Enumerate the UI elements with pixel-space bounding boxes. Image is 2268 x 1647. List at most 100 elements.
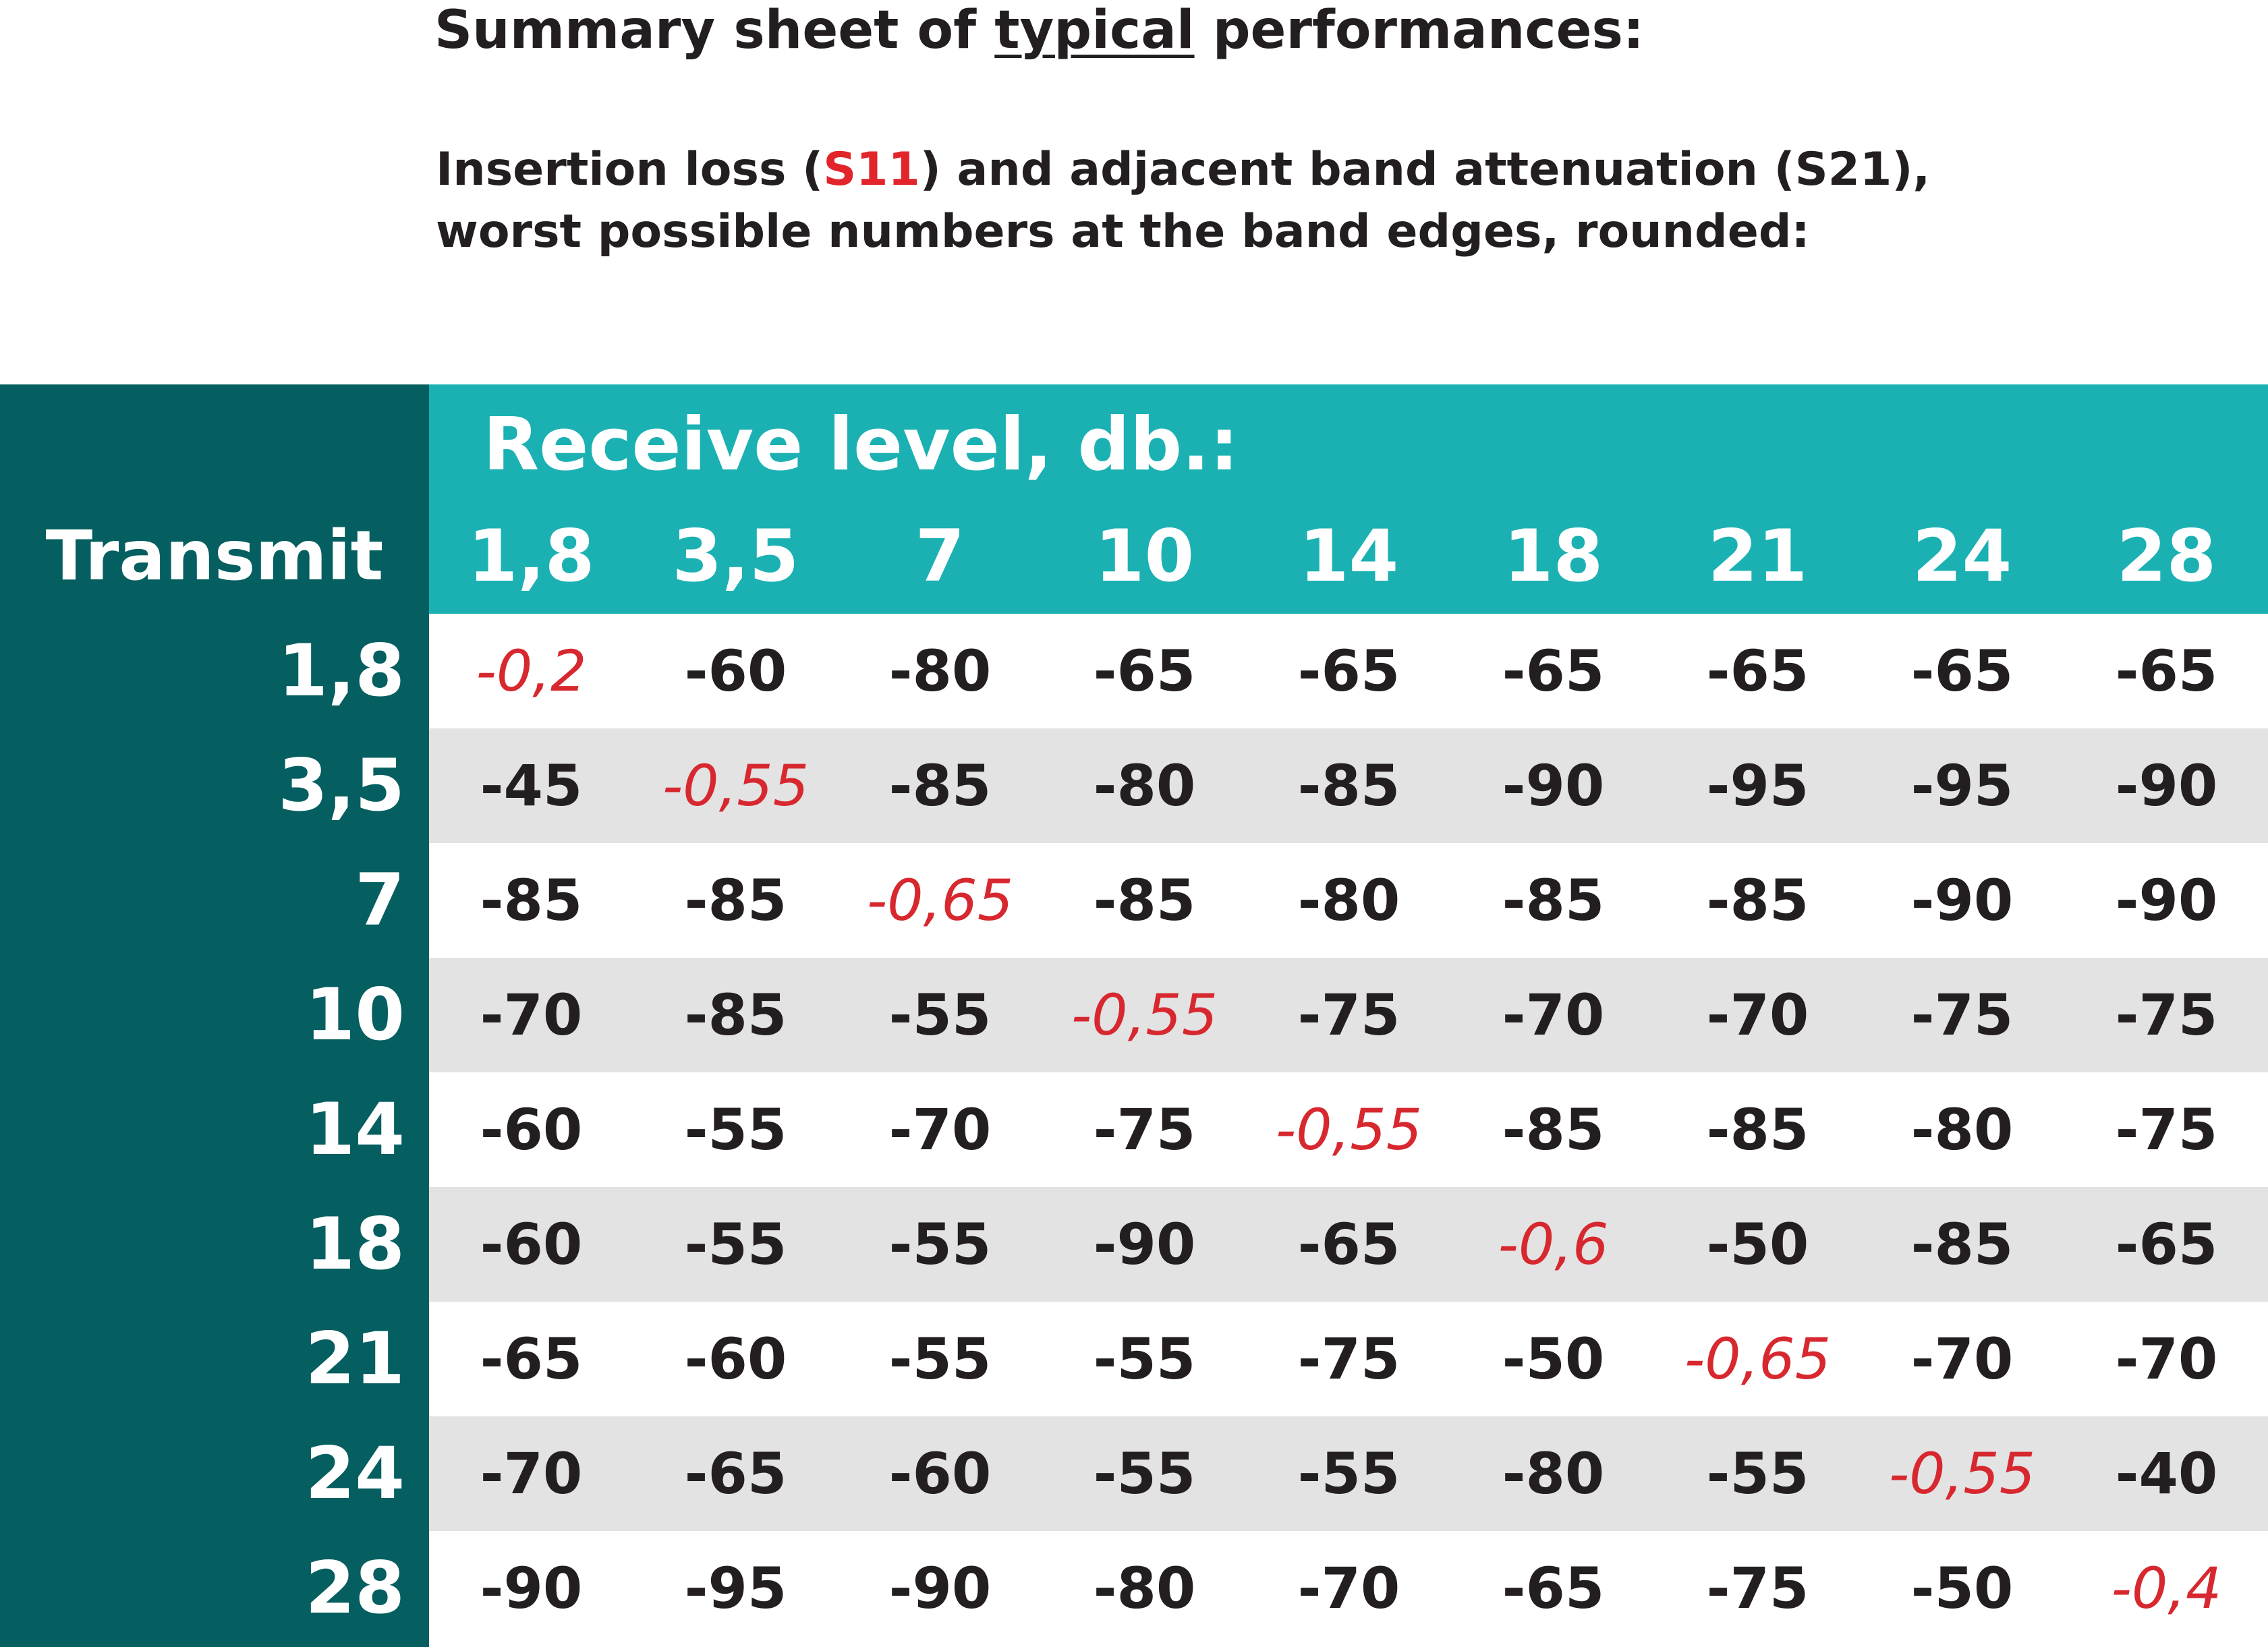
attenuation-cell: -60: [480, 1097, 583, 1163]
attenuation-cell: -80: [1297, 867, 1400, 933]
attenuation-cell: -65: [1502, 638, 1605, 704]
attenuation-cell: -85: [1910, 1211, 2014, 1277]
attenuation-cell: -55: [888, 1211, 992, 1277]
column-header: 28: [2116, 515, 2217, 598]
attenuation-cell: -50: [1502, 1326, 1605, 1392]
attenuation-cell: -60: [480, 1211, 583, 1277]
attenuation-cell: -45: [480, 753, 583, 819]
subtitle-line-2: worst possible numbers at the band edges…: [436, 205, 1810, 258]
attenuation-cell: -90: [888, 1555, 992, 1621]
attenuation-cell: -65: [1297, 1211, 1400, 1277]
attenuation-cell: -65: [1910, 638, 2014, 704]
attenuation-cell: -90: [480, 1555, 583, 1621]
table-row: [429, 1416, 2268, 1531]
attenuation-cell: -55: [1093, 1441, 1196, 1507]
insertion-loss-cell: -0,6: [1498, 1211, 1609, 1277]
attenuation-cell: -55: [1297, 1441, 1400, 1507]
table-row: [429, 728, 2268, 843]
attenuation-cell: -90: [1093, 1211, 1196, 1277]
insertion-loss-cell: -0,65: [866, 867, 1014, 933]
attenuation-cell: -75: [1297, 1326, 1400, 1392]
title-after: performances:: [1194, 0, 1645, 61]
transmit-column-background: [0, 384, 429, 1647]
attenuation-cell: -65: [1706, 638, 1809, 704]
attenuation-cell: -65: [684, 1441, 787, 1507]
attenuation-cell: -55: [684, 1211, 787, 1277]
page-subtitle: Insertion loss (S11) and adjacent band a…: [436, 139, 1930, 263]
row-header: 21: [305, 1317, 405, 1400]
table-row: [429, 1187, 2268, 1302]
attenuation-cell: -60: [684, 1326, 787, 1392]
title-before: Summary sheet of: [434, 0, 995, 61]
subtitle-line1-after: ) and adjacent band attenuation (S21),: [919, 143, 1931, 196]
attenuation-cell: -75: [1093, 1097, 1196, 1163]
attenuation-cell: -60: [888, 1441, 992, 1507]
attenuation-cell: -95: [1910, 753, 2014, 819]
attenuation-cell: -55: [888, 982, 992, 1048]
attenuation-cell: -80: [888, 638, 992, 704]
attenuation-cell: -75: [2115, 982, 2218, 1048]
insertion-loss-cell: -0,2: [476, 638, 587, 704]
attenuation-cell: -55: [1706, 1441, 1809, 1507]
attenuation-cell: -95: [1706, 753, 1809, 819]
row-header: 1,8: [278, 629, 405, 712]
attenuation-cell: -75: [2115, 1097, 2218, 1163]
column-header: 10: [1094, 515, 1195, 598]
attenuation-cell: -55: [1093, 1326, 1196, 1392]
attenuation-cell: -70: [2115, 1326, 2218, 1392]
attenuation-cell: -70: [1910, 1326, 2014, 1392]
row-header: 3,5: [278, 744, 405, 827]
attenuation-cell: -75: [1297, 982, 1400, 1048]
attenuation-cell: -90: [2115, 753, 2218, 819]
attenuation-cell: -65: [1297, 638, 1400, 704]
transmit-label: Transmit: [45, 516, 384, 596]
row-header: 24: [305, 1432, 405, 1515]
attenuation-cell: -70: [480, 1441, 583, 1507]
attenuation-cell: -85: [1502, 867, 1605, 933]
attenuation-cell: -75: [1706, 1555, 1809, 1621]
page-title: Summary sheet of typical performances:: [434, 0, 1644, 61]
row-header: 7: [355, 859, 405, 942]
performance-table: Receive level, db.: Transmit 1,8 3,5 7 10 14…: [0, 384, 2268, 1647]
insertion-loss-cell: -0,55: [1275, 1097, 1423, 1163]
column-header: 1,8: [467, 515, 595, 598]
attenuation-cell: -75: [1910, 982, 2014, 1048]
receive-header-band: [429, 384, 2268, 614]
attenuation-cell: -85: [1706, 867, 1809, 933]
subtitle-line-1: Insertion loss (S11) and adjacent band a…: [436, 139, 1930, 201]
attenuation-cell: -80: [1093, 753, 1196, 819]
attenuation-cell: -65: [2115, 638, 2218, 704]
attenuation-cell: -90: [2115, 867, 2218, 933]
row-header: 28: [305, 1547, 405, 1629]
attenuation-cell: -60: [684, 638, 787, 704]
attenuation-cell: -85: [1502, 1097, 1605, 1163]
attenuation-cell: -40: [2115, 1441, 2218, 1507]
attenuation-cell: -70: [888, 1097, 992, 1163]
column-header: 18: [1503, 515, 1604, 598]
column-header: 3,5: [672, 515, 799, 598]
attenuation-cell: -85: [684, 982, 787, 1048]
attenuation-cell: -90: [1910, 867, 2014, 933]
receive-level-label: Receive level, db.:: [483, 403, 1239, 487]
attenuation-cell: -80: [1093, 1555, 1196, 1621]
subtitle-line1-before: Insertion loss (: [436, 143, 824, 196]
table-row: [429, 958, 2268, 1072]
attenuation-cell: -85: [1093, 867, 1196, 933]
attenuation-cell: -55: [684, 1097, 787, 1163]
attenuation-cell: -85: [1297, 753, 1400, 819]
attenuation-cell: -55: [888, 1326, 992, 1392]
attenuation-cell: -65: [1093, 638, 1196, 704]
attenuation-cell: -80: [1910, 1097, 2014, 1163]
column-header: 21: [1707, 515, 1808, 598]
attenuation-cell: -70: [1502, 982, 1605, 1048]
subtitle-line1-red: S11: [823, 143, 920, 196]
attenuation-cell: -85: [684, 867, 787, 933]
attenuation-cell: -65: [480, 1326, 583, 1392]
attenuation-cell: -70: [480, 982, 583, 1048]
attenuation-cell: -70: [1297, 1555, 1400, 1621]
attenuation-cell: -65: [2115, 1211, 2218, 1277]
row-header: 18: [305, 1203, 405, 1285]
attenuation-cell: -70: [1706, 982, 1809, 1048]
attenuation-cell: -95: [684, 1555, 787, 1621]
row-header: 14: [305, 1088, 405, 1171]
